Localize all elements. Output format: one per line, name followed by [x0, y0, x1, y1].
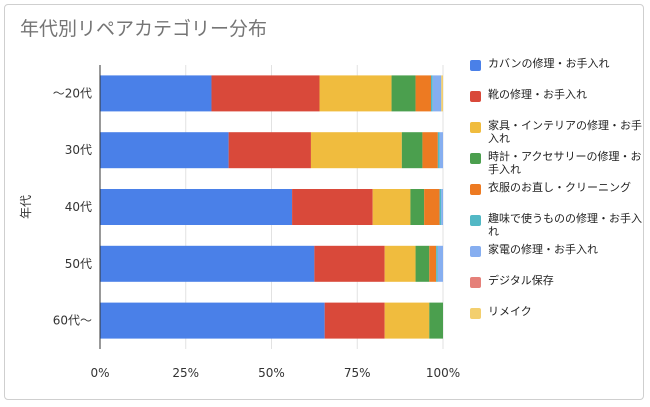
- legend-item: 家電の修理・お手入れ: [470, 243, 642, 275]
- legend-item: 衣服のお直し・クリーニング: [470, 181, 642, 213]
- legend-item: 趣味で使うものの修理・お手入れ: [470, 212, 642, 244]
- bar-segment: [424, 189, 440, 225]
- legend-item: 時計・アクセサリーの修理・お手入れ: [470, 150, 642, 182]
- bar-segment: [100, 189, 293, 225]
- legend-item: カバンの修理・お手入れ: [470, 57, 642, 89]
- legend-label: カバンの修理・お手入れ: [488, 57, 610, 70]
- bar-segment: [410, 189, 425, 225]
- bar-segment: [100, 302, 325, 339]
- chart-legend: カバンの修理・お手入れ 靴の修理・お手入れ家具・インテリアの修理・お手入れ 時計・ア…: [470, 57, 642, 337]
- bar-segment: [292, 189, 373, 225]
- legend-label: デジタル保存: [488, 274, 554, 287]
- bar-segment: [422, 132, 438, 169]
- bar-segment: [437, 245, 443, 282]
- bar-segment: [228, 132, 311, 169]
- y-axis-title: 年代: [19, 195, 33, 219]
- bar-segment: [430, 75, 433, 112]
- bar-segment: [100, 132, 229, 169]
- category-label: 50代: [65, 257, 92, 271]
- chart-title: 年代別リペアカテゴリー分布: [20, 18, 268, 40]
- legend-label: 衣服のお直し・クリーニング: [488, 181, 631, 194]
- bar-segment: [401, 132, 423, 169]
- legend-label: 時計・アクセサリーの修理・お手入れ: [488, 150, 642, 176]
- category-label: 〜20代: [53, 86, 92, 100]
- category-label: 30代: [65, 143, 92, 157]
- bar-segment: [415, 75, 431, 112]
- x-tick-label: 50%: [258, 366, 285, 380]
- legend-swatch: [470, 184, 481, 195]
- bar-segment: [314, 245, 385, 282]
- bar-segment: [100, 75, 212, 112]
- legend-label: 家電の修理・お手入れ: [488, 243, 598, 256]
- legend-label: リメイク: [488, 305, 532, 318]
- legend-swatch: [470, 91, 481, 102]
- legend-swatch: [470, 122, 481, 133]
- legend-item: 靴の修理・お手入れ: [470, 88, 642, 120]
- bar-segment: [441, 75, 443, 112]
- legend-swatch: [470, 308, 481, 319]
- bar-segment: [439, 132, 443, 169]
- legend-item: リメイク: [470, 305, 642, 337]
- legend-swatch: [470, 60, 481, 71]
- legend-swatch: [470, 153, 481, 164]
- bar-segment: [310, 132, 402, 169]
- x-tick-label: 100%: [426, 366, 460, 380]
- legend-swatch: [470, 215, 481, 226]
- bar-segment: [372, 189, 411, 225]
- legend-label: 趣味で使うものの修理・お手入れ: [488, 212, 642, 238]
- legend-label: 靴の修理・お手入れ: [488, 88, 587, 101]
- x-tick-label: 75%: [344, 366, 371, 380]
- legend-item: 家具・インテリアの修理・お手入れ: [470, 119, 642, 151]
- bar-segment: [391, 75, 416, 112]
- legend-swatch: [470, 246, 481, 257]
- category-label: 40代: [65, 200, 92, 214]
- bar-segment: [415, 245, 430, 282]
- legend-item: デジタル保存: [470, 274, 642, 306]
- bar-segment: [439, 189, 442, 225]
- legend-swatch: [470, 277, 481, 288]
- bar-segment: [100, 245, 315, 282]
- bar-segment: [441, 189, 443, 225]
- bar-segment: [384, 302, 430, 339]
- x-tick-label: 0%: [90, 366, 109, 380]
- category-label: 60代〜: [53, 314, 92, 328]
- bar-segment: [324, 302, 385, 339]
- bar-segment: [429, 245, 437, 282]
- x-tick-label: 25%: [172, 366, 199, 380]
- bar-segment: [437, 132, 440, 169]
- bar-segment: [384, 245, 416, 282]
- bar-segment: [432, 75, 442, 112]
- bar-segment: [436, 245, 438, 282]
- bar-segment: [211, 75, 320, 112]
- bar-segment: [319, 75, 392, 112]
- legend-label: 家具・インテリアの修理・お手入れ: [488, 119, 642, 145]
- bar-segment: [429, 302, 443, 339]
